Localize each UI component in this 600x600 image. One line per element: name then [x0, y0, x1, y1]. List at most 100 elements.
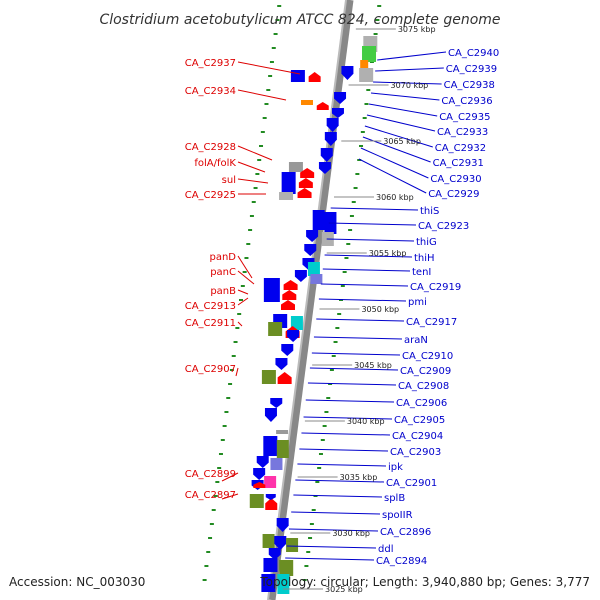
- gene-arrow-minus: [268, 548, 281, 560]
- left-gene-label: CA_C2911: [185, 318, 236, 329]
- left-gene-label: CA_C2907: [185, 364, 236, 375]
- right-leader-line: [366, 114, 436, 132]
- left-gene-label: sul: [222, 175, 236, 186]
- right-leader-line: [318, 298, 407, 302]
- left-leader-line: [237, 270, 255, 285]
- right-leader-line: [320, 283, 409, 287]
- gene-box: [288, 162, 303, 172]
- left-gene-label: folA/folK: [194, 158, 236, 169]
- gene-arrow-minus: [281, 344, 294, 356]
- right-leader-line: [322, 268, 411, 272]
- right-gene-label: araN: [404, 335, 428, 346]
- gene-box: [286, 538, 299, 552]
- gene-arrow-minus: [320, 148, 333, 162]
- left-gene-label: CA_C2928: [185, 142, 236, 153]
- gene-box: [360, 60, 369, 68]
- right-leader-line: [286, 545, 377, 549]
- gene-arrow-plus: [300, 168, 315, 178]
- gene-arrow-minus: [331, 108, 344, 118]
- right-gene-label: CA_C2910: [402, 351, 453, 362]
- right-leader-line: [358, 158, 427, 194]
- left-leader-line: [237, 89, 287, 101]
- gene-arrow-minus: [270, 398, 283, 408]
- gene-box: [262, 534, 275, 548]
- right-leader-line: [360, 147, 429, 179]
- left-leader-line: [237, 289, 249, 295]
- gene-box: [279, 560, 294, 576]
- right-gene-label: CA_C2931: [433, 158, 484, 169]
- right-leader-line: [364, 125, 433, 148]
- gene-box: [281, 172, 296, 194]
- right-leader-line: [368, 103, 438, 117]
- gene-box: [276, 430, 289, 434]
- gene-arrow-minus: [287, 330, 300, 342]
- gene-arrow-plus: [265, 498, 278, 510]
- gene-arrow-minus: [306, 230, 319, 242]
- right-gene-label: CA_C2919: [410, 282, 461, 293]
- gene-arrow-minus: [341, 66, 354, 80]
- gene-box: [263, 278, 280, 302]
- left-gene-label: CA_C2937: [185, 58, 236, 69]
- gene-box: [310, 274, 323, 284]
- left-gene-label: CA_C2899: [185, 469, 236, 480]
- kbp-label: 3030 kbp: [332, 529, 370, 538]
- right-leader-line: [297, 463, 387, 467]
- right-leader-line: [328, 222, 417, 226]
- kbp-label: 3055 kbp: [369, 249, 407, 258]
- gene-arrow-plus: [253, 482, 266, 488]
- gene-arrow-minus: [253, 468, 266, 480]
- kbp-label: 3045 kbp: [354, 361, 392, 370]
- gene-arrow-minus: [264, 408, 277, 422]
- right-gene-label: splB: [384, 493, 405, 504]
- gene-arrow-minus: [326, 118, 339, 132]
- right-leader-line: [285, 557, 375, 561]
- gene-arrow-plus: [297, 188, 312, 198]
- gene-box: [261, 574, 276, 592]
- left-leader-line: [237, 178, 269, 184]
- gene-box: [249, 494, 264, 508]
- right-gene-label: CA_C2908: [398, 381, 449, 392]
- gene-arrow-plus: [282, 290, 297, 300]
- right-gene-label: spoIIR: [382, 510, 413, 521]
- right-leader-line: [377, 51, 447, 61]
- right-gene-label: thiH: [414, 253, 435, 264]
- gene-arrow-plus: [316, 102, 329, 110]
- right-leader-line: [305, 399, 395, 403]
- right-gene-label: CA_C2938: [444, 80, 495, 91]
- gene-box: [359, 68, 374, 82]
- left-leader-line: [237, 297, 249, 306]
- gene-arrow-plus: [308, 72, 321, 82]
- right-gene-labels: CA_C2940 CA_C2939 CA_C2938 CA_C2936 CA_C2935…: [376, 48, 499, 567]
- right-leader-line: [301, 432, 391, 436]
- gene-box: [264, 476, 277, 488]
- gene-box: [279, 192, 294, 200]
- gene-arrow-plus: [283, 280, 298, 290]
- right-leader-line: [309, 367, 399, 371]
- right-gene-label: CA_C2929: [428, 189, 479, 200]
- right-gene-label: CA_C2896: [380, 527, 431, 538]
- left-leader-line: [235, 367, 239, 377]
- left-gene-label: CA_C2897: [185, 490, 236, 501]
- kbp-label: 3040 kbp: [347, 417, 385, 426]
- right-gene-label: CA_C2939: [446, 64, 497, 75]
- right-leader-line: [316, 318, 405, 322]
- left-leader-line: [237, 145, 273, 161]
- right-gene-label: CA_C2909: [400, 366, 451, 377]
- right-gene-label: thiS: [420, 206, 439, 217]
- gene-arrow-minus: [265, 494, 276, 500]
- left-gene-label: CA_C2934: [185, 86, 236, 97]
- gene-box: [301, 100, 313, 105]
- gene-box: [362, 46, 377, 62]
- gene-arrow-minus: [304, 244, 317, 256]
- right-gene-label: CA_C2901: [386, 478, 437, 489]
- right-leader-line: [291, 511, 381, 515]
- label-leader-lines: [221, 51, 447, 561]
- right-gene-label: ddl: [378, 544, 393, 555]
- left-gene-label: panB: [210, 286, 236, 297]
- right-gene-label: CA_C2935: [439, 112, 490, 123]
- left-leader-line: [237, 61, 301, 75]
- kbp-label: 3050 kbp: [361, 305, 399, 314]
- gene-box: [290, 316, 303, 330]
